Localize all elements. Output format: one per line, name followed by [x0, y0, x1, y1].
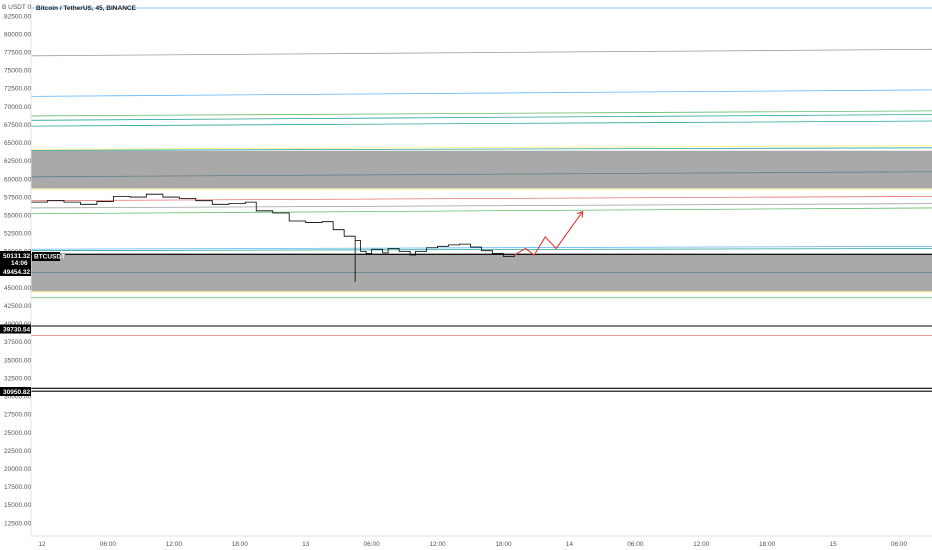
x-tick-label: 12:00 — [166, 541, 183, 548]
level-tag-1-value: 49454.32 — [3, 269, 30, 276]
y-tick-label: 60000.00 — [4, 176, 31, 183]
x-tick-label: 14 — [566, 541, 574, 548]
x-tick-label: 18:00 — [232, 541, 249, 548]
x-tick-label: 06:00 — [627, 541, 644, 548]
y-tick-label: 67500.00 — [4, 122, 31, 129]
x-tick-label: 06:00 — [891, 541, 908, 548]
y-tick-label: 22500.00 — [4, 448, 31, 455]
symbol-tag: BTCUSDT — [32, 252, 65, 261]
symbol-value: BTCUSDT — [34, 254, 65, 261]
y-tick-label: 35000.00 — [4, 357, 31, 364]
x-tick-label: 13 — [302, 541, 310, 548]
y-tick-label: 70000.00 — [4, 104, 31, 111]
y-tick-label: 45000.00 — [4, 285, 31, 292]
y-tick-label: 82500.00 — [4, 13, 31, 20]
x-tick-label: 18:00 — [495, 541, 512, 548]
y-tick-label: 77500.00 — [4, 50, 31, 57]
last-price-tag: 50131.32 14:06 — [0, 251, 31, 267]
last-price-value: 50131.32 — [3, 253, 30, 260]
y-tick-label: 65000.00 — [4, 140, 31, 147]
x-tick-label: 18:00 — [759, 541, 776, 548]
y-tick-label: 20000.00 — [4, 466, 31, 473]
level-tag-2: 39730.54 — [0, 325, 31, 334]
y-tick-label: 52500.00 — [4, 231, 31, 238]
x-tick-label: 12 — [38, 541, 46, 548]
y-tick-label: 12500.00 — [4, 520, 31, 527]
x-tick-label: 15 — [829, 541, 837, 548]
y-tick-label: 62500.00 — [4, 158, 31, 165]
y-tick-label: 25000.00 — [4, 430, 31, 437]
y-tick-label: 80000.00 — [4, 31, 31, 38]
y-tick-label: 17500.00 — [4, 484, 31, 491]
countdown-value: 14:06 — [11, 260, 28, 267]
y-tick-label: 15000.00 — [4, 502, 31, 509]
y-tick-label: 37500.00 — [4, 339, 31, 346]
y-tick-label: 42500.00 — [4, 303, 31, 310]
currency-label: B USDT 0 — [2, 4, 32, 11]
level-tag-2-value: 39730.54 — [3, 327, 30, 334]
x-tick-label: 12:00 — [429, 541, 446, 548]
y-tick-label: 32500.00 — [4, 375, 31, 382]
y-tick-label: 72500.00 — [4, 86, 31, 93]
x-tick-label: 06:00 — [363, 541, 380, 548]
level-tag-1: 49454.32 — [0, 267, 31, 276]
y-tick-label: 27500.00 — [4, 412, 31, 419]
level-tag-3-value: 30950.82 — [3, 389, 30, 396]
y-tick-label: 57500.00 — [4, 194, 31, 201]
y-tick-label: 55000.00 — [4, 212, 31, 219]
x-tick-label: 06:00 — [100, 541, 117, 548]
level-tag-3: 30950.82 — [0, 387, 31, 396]
chart-title: Bitcoin / TetherUS, 45, BINANCE — [36, 5, 137, 12]
zone-1 — [31, 151, 932, 189]
x-tick-label: 12:00 — [693, 541, 710, 548]
y-tick-label: 75000.00 — [4, 68, 31, 75]
